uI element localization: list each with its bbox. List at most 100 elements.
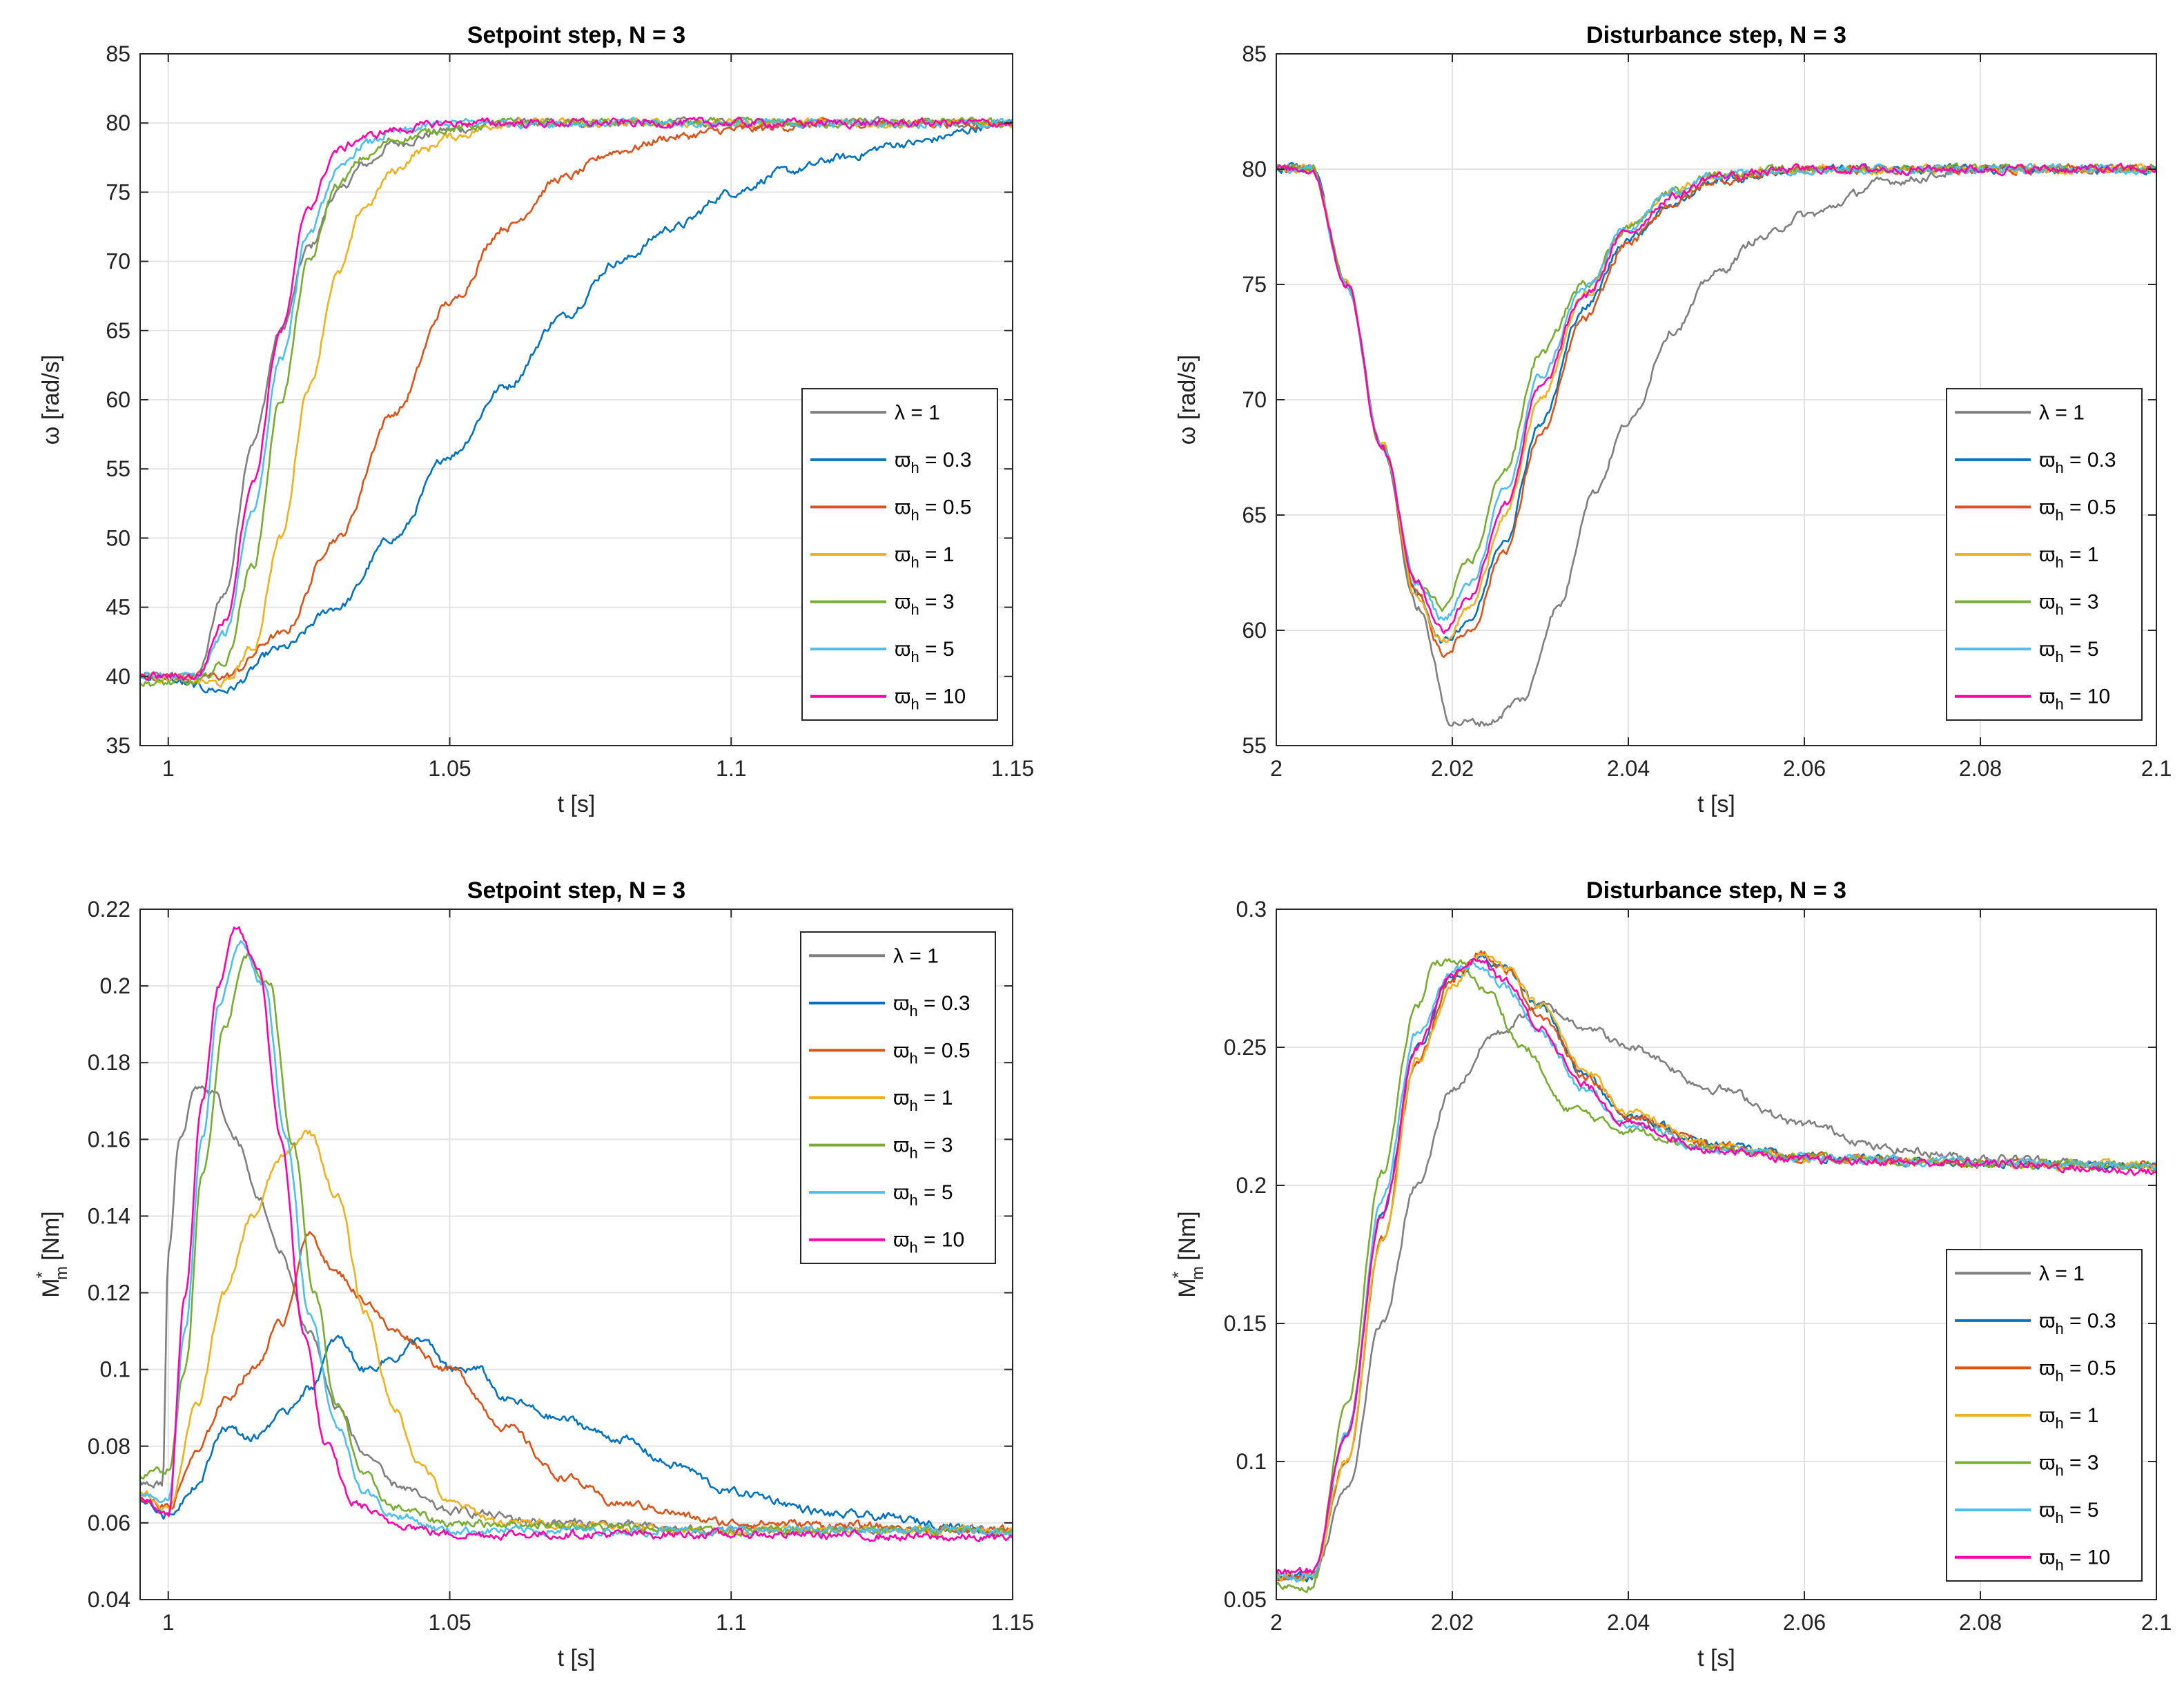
x-tick-label: 1: [162, 756, 175, 781]
legend-label-7: ϖh = 10: [895, 686, 966, 713]
series-line-3: [1276, 163, 2157, 658]
x-axis-label: t [s]: [558, 1645, 596, 1671]
legend-label-2: ϖh = 0.3: [895, 449, 972, 476]
legend-label-5: ϖh = 3: [895, 591, 955, 619]
y-axis-label-base: M: [38, 1278, 64, 1297]
y-tick-label: 0.18: [88, 1050, 130, 1075]
y-tick-label: 0.12: [88, 1281, 130, 1305]
legend-label-7: ϖh = 10: [2039, 686, 2110, 713]
legend-label-2: ϖh = 0.3: [893, 992, 971, 1020]
chart-panel-4: 2 2.02 2.04 2.06 2.08 2.1 0.05 0.1 0.15 0.2 0.25 0.…: [1169, 877, 2172, 1671]
chart-title: Disturbance step, N = 3: [1586, 877, 1846, 904]
y-axis-label-unit: [Nm]: [38, 1211, 64, 1261]
y-axis-label-unit: [Nm]: [1174, 1211, 1200, 1261]
legend-label-1: λ = 1: [895, 401, 940, 424]
y-tick-label: 50: [106, 525, 130, 550]
series-line-7: [139, 926, 1014, 1542]
series-line-7: [139, 116, 1013, 681]
legend-label-4: ϖh = 1: [893, 1087, 953, 1114]
chart-title: Setpoint step, N = 3: [467, 877, 685, 904]
legend-label-4: ϖh = 1: [2039, 543, 2099, 571]
x-tick-label: 2.02: [1431, 1610, 1474, 1635]
legend-label-6: ϖh = 5: [2039, 1499, 2099, 1526]
legend: λ = 1 ϖh = 0.3 ϖh = 0.5 ϖh = 1 ϖh = 3 ϖh = 5 ϖ…: [801, 388, 998, 721]
y-tick-label: 75: [106, 179, 130, 204]
y-tick-label: 0.14: [88, 1203, 130, 1228]
legend-label-3: ϖh = 0.5: [2039, 1357, 2116, 1384]
y-tick-label: 65: [1242, 503, 1267, 527]
y-tick-label: 70: [1242, 387, 1267, 412]
y-tick-label: 55: [1242, 733, 1267, 758]
x-tick-label: 2.1: [2141, 1610, 2172, 1635]
x-tick-label: 1: [162, 1610, 175, 1635]
series-line-6: [139, 117, 1013, 681]
x-tick-label: 1.15: [991, 1610, 1034, 1635]
legend: λ = 1 ϖh = 0.3 ϖh = 0.5 ϖh = 1 ϖh = 3 ϖh = 5 ϖ…: [1946, 388, 2143, 721]
y-tick-label: 0.2: [100, 973, 130, 998]
legend-label-4: ϖh = 1: [2039, 1404, 2099, 1432]
series-line-2: [139, 1334, 1013, 1537]
legend-label-6: ϖh = 5: [893, 1181, 953, 1209]
x-tick-label: 2.06: [1783, 756, 1826, 781]
x-axis-label: t [s]: [558, 791, 596, 817]
chart-panel-3: 1 1.05 1.1 1.15 0.04 0.06 0.08 0.1 0.12 0.14 0.16 0…: [33, 877, 1034, 1671]
y-axis-label: M*m [Nm]: [33, 1211, 71, 1297]
x-tick-label: 1.1: [716, 1610, 746, 1635]
y-tick-label: 0.25: [1224, 1035, 1267, 1060]
x-tick-label: 2: [1270, 756, 1283, 781]
y-tick-label: 0.06: [88, 1511, 130, 1535]
x-axis-label: t [s]: [1697, 1645, 1735, 1671]
chart-panel-1: 1 1.05 1.1 1.15 35 40 45 50 55 60 65 70 75 80 85 Setpoi…: [38, 22, 1034, 817]
y-tick-label: 0.22: [88, 897, 130, 922]
y-tick-label: 55: [106, 456, 130, 481]
y-tick-label: 60: [1242, 618, 1267, 643]
y-axis-label: ω [rad/s]: [38, 355, 64, 445]
series-line-2: [139, 120, 1013, 694]
y-tick-label: 65: [106, 318, 130, 343]
legend-label-1: λ = 1: [893, 944, 939, 967]
x-tick-label: 2.06: [1783, 1610, 1826, 1635]
y-axis-label: ω [rad/s]: [1174, 355, 1200, 445]
y-axis-label-sub: m: [1189, 1266, 1207, 1280]
legend-label-5: ϖh = 3: [2039, 591, 2099, 619]
legend-label-1: λ = 1: [2039, 401, 2085, 424]
y-tick-label: 0.08: [88, 1434, 130, 1459]
x-tick-label: 1.05: [428, 1610, 471, 1635]
y-axis-label-base: M: [1174, 1278, 1200, 1297]
legend-label-1: λ = 1: [2039, 1262, 2085, 1285]
legend-label-7: ϖh = 10: [2039, 1546, 2110, 1574]
y-tick-label: 0.16: [88, 1127, 130, 1152]
y-tick-label: 85: [106, 41, 130, 66]
legend-label-3: ϖh = 0.5: [895, 496, 972, 523]
y-tick-label: 85: [1242, 41, 1267, 66]
x-tick-label: 2.08: [1959, 756, 2002, 781]
chart-panel-2: 2 2.02 2.04 2.06 2.08 2.1 55 60 65 70 75 80 85 Distur…: [1174, 22, 2172, 817]
y-axis-label-sup: *: [1169, 1272, 1188, 1278]
y-tick-label: 75: [1242, 272, 1267, 297]
series-line-6: [1275, 961, 2158, 1583]
y-tick-label: 0.1: [100, 1357, 130, 1382]
y-axis-label: M*m [Nm]: [1169, 1211, 1207, 1297]
chart-title: Setpoint step, N = 3: [467, 22, 685, 48]
legend-label-2: ϖh = 0.3: [2039, 1310, 2116, 1337]
y-tick-label: 0.3: [1236, 897, 1267, 922]
legend-label-7: ϖh = 10: [893, 1229, 964, 1256]
x-tick-label: 2.04: [1607, 756, 1650, 781]
legend-label-5: ϖh = 3: [2039, 1452, 2099, 1479]
legend-label-2: ϖh = 0.3: [2039, 449, 2116, 476]
y-tick-label: 0.2: [1236, 1173, 1267, 1198]
legend-label-6: ϖh = 5: [895, 638, 955, 666]
axes-frame: [139, 909, 1013, 1600]
series-line-7: [1275, 958, 2157, 1575]
y-axis-label-sup: *: [33, 1272, 52, 1278]
legend: λ = 1 ϖh = 0.3 ϖh = 0.5 ϖh = 1 ϖh = 3 ϖh = 5 ϖ…: [800, 931, 996, 1264]
y-tick-label: 35: [106, 733, 130, 758]
y-axis-label-sub: m: [52, 1266, 71, 1280]
legend: λ = 1 ϖh = 0.3 ϖh = 0.5 ϖh = 1 ϖh = 3 ϖh = 5 ϖ…: [1946, 1249, 2143, 1582]
legend-label-6: ϖh = 5: [2039, 638, 2099, 666]
x-tick-label: 2: [1270, 1610, 1283, 1635]
x-axis-label: t [s]: [1697, 791, 1735, 817]
x-tick-label: 2.1: [2141, 756, 2172, 781]
axes-frame: [1276, 909, 2157, 1600]
